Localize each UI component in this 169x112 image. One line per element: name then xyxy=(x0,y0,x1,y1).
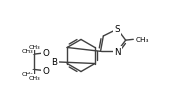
Text: S: S xyxy=(114,25,120,34)
Text: B: B xyxy=(52,58,57,67)
Text: O: O xyxy=(43,49,50,58)
Text: CH₃: CH₃ xyxy=(136,37,149,43)
Text: O: O xyxy=(43,67,50,76)
Text: CH₃: CH₃ xyxy=(28,75,40,80)
Text: CH₃: CH₃ xyxy=(22,48,33,53)
Text: N: N xyxy=(114,47,120,56)
Text: CH₃: CH₃ xyxy=(28,45,40,50)
Text: CH₃: CH₃ xyxy=(22,71,33,76)
